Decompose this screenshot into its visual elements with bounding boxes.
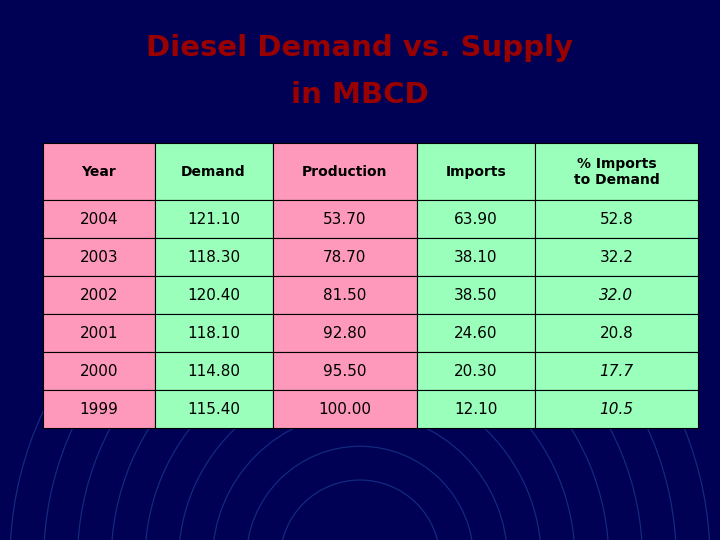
- Text: 2004: 2004: [80, 212, 118, 227]
- Text: 81.50: 81.50: [323, 288, 366, 303]
- FancyBboxPatch shape: [534, 276, 698, 314]
- Text: 115.40: 115.40: [187, 402, 240, 417]
- FancyBboxPatch shape: [417, 353, 534, 390]
- Text: Production: Production: [302, 165, 387, 179]
- FancyBboxPatch shape: [155, 144, 272, 200]
- FancyBboxPatch shape: [155, 390, 272, 428]
- FancyBboxPatch shape: [272, 353, 417, 390]
- Text: 2002: 2002: [80, 288, 118, 303]
- FancyBboxPatch shape: [43, 144, 155, 200]
- Text: 1999: 1999: [79, 402, 118, 417]
- FancyBboxPatch shape: [43, 314, 155, 353]
- Text: in MBCD: in MBCD: [291, 81, 429, 109]
- Text: 20.30: 20.30: [454, 364, 498, 379]
- Text: 92.80: 92.80: [323, 326, 366, 341]
- FancyBboxPatch shape: [272, 144, 417, 200]
- Text: 20.8: 20.8: [600, 326, 634, 341]
- FancyBboxPatch shape: [417, 314, 534, 353]
- FancyBboxPatch shape: [534, 353, 698, 390]
- Text: 2001: 2001: [80, 326, 118, 341]
- FancyBboxPatch shape: [534, 200, 698, 239]
- FancyBboxPatch shape: [43, 390, 155, 428]
- Text: 2003: 2003: [80, 250, 118, 265]
- Text: 121.10: 121.10: [187, 212, 240, 227]
- Text: 95.50: 95.50: [323, 364, 366, 379]
- FancyBboxPatch shape: [155, 200, 272, 239]
- Text: 12.10: 12.10: [454, 402, 498, 417]
- Text: 114.80: 114.80: [187, 364, 240, 379]
- Text: 24.60: 24.60: [454, 326, 498, 341]
- Text: 118.10: 118.10: [187, 326, 240, 341]
- FancyBboxPatch shape: [43, 276, 155, 314]
- Text: Year: Year: [81, 165, 116, 179]
- FancyBboxPatch shape: [417, 276, 534, 314]
- FancyBboxPatch shape: [155, 314, 272, 353]
- FancyBboxPatch shape: [272, 390, 417, 428]
- Text: Diesel Demand vs. Supply: Diesel Demand vs. Supply: [146, 34, 574, 62]
- Text: % Imports
to Demand: % Imports to Demand: [574, 157, 660, 187]
- Text: 17.7: 17.7: [600, 364, 634, 379]
- Text: 38.10: 38.10: [454, 250, 498, 265]
- FancyBboxPatch shape: [43, 353, 155, 390]
- Text: 2000: 2000: [80, 364, 118, 379]
- Text: 100.00: 100.00: [318, 402, 371, 417]
- FancyBboxPatch shape: [43, 239, 155, 276]
- FancyBboxPatch shape: [417, 390, 534, 428]
- FancyBboxPatch shape: [272, 200, 417, 239]
- FancyBboxPatch shape: [534, 390, 698, 428]
- Text: 63.90: 63.90: [454, 212, 498, 227]
- Text: 52.8: 52.8: [600, 212, 634, 227]
- Text: Imports: Imports: [445, 165, 506, 179]
- Text: 10.5: 10.5: [600, 402, 634, 417]
- FancyBboxPatch shape: [534, 314, 698, 353]
- FancyBboxPatch shape: [155, 239, 272, 276]
- Text: Demand: Demand: [181, 165, 246, 179]
- FancyBboxPatch shape: [272, 314, 417, 353]
- FancyBboxPatch shape: [417, 239, 534, 276]
- FancyBboxPatch shape: [272, 276, 417, 314]
- Text: 38.50: 38.50: [454, 288, 498, 303]
- FancyBboxPatch shape: [534, 239, 698, 276]
- FancyBboxPatch shape: [155, 276, 272, 314]
- Text: 120.40: 120.40: [187, 288, 240, 303]
- Text: 53.70: 53.70: [323, 212, 366, 227]
- FancyBboxPatch shape: [534, 144, 698, 200]
- Text: 118.30: 118.30: [187, 250, 240, 265]
- FancyBboxPatch shape: [43, 200, 155, 239]
- Text: 78.70: 78.70: [323, 250, 366, 265]
- FancyBboxPatch shape: [417, 144, 534, 200]
- FancyBboxPatch shape: [417, 200, 534, 239]
- FancyBboxPatch shape: [155, 353, 272, 390]
- Text: 32.0: 32.0: [600, 288, 634, 303]
- FancyBboxPatch shape: [272, 239, 417, 276]
- Text: 32.2: 32.2: [600, 250, 634, 265]
